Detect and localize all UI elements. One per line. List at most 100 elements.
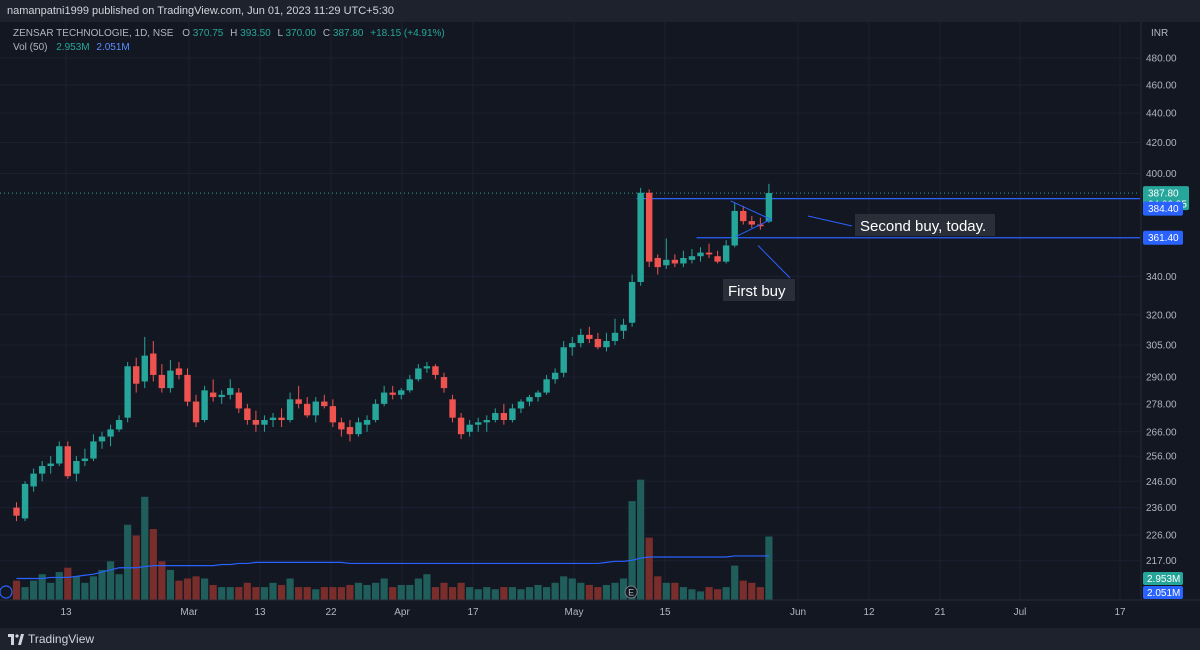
candle-body — [372, 403, 379, 421]
price-axis[interactable]: INR 480.00 460.00 440.00 420.00 400.00 340.00 3… — [1140, 22, 1200, 600]
volume-bar — [320, 587, 328, 600]
volume-bar — [679, 587, 687, 600]
drawings[interactable]: E — [0, 200, 853, 599]
volume-bar — [363, 584, 371, 600]
candle-body — [295, 399, 302, 404]
line-price-value: 384.40 — [1148, 204, 1179, 215]
chart-area[interactable]: E Second buy, today. First buy ZENSAR TE… — [0, 22, 1200, 628]
volume-bar — [38, 574, 46, 600]
volume-ma-badge — [1143, 586, 1183, 599]
legend-high-value: 393.50 — [240, 28, 271, 39]
annotation-first-buy[interactable]: First buy — [723, 279, 795, 301]
price-tick-label: 278.00 — [1146, 399, 1177, 410]
candle-body — [740, 210, 747, 222]
legend-low-key: L — [278, 28, 284, 39]
candle-body — [201, 390, 208, 421]
volume-bar — [637, 479, 645, 600]
candle-body — [526, 397, 533, 402]
flag-pattern[interactable] — [730, 200, 773, 238]
candle-body — [167, 370, 174, 389]
candle-body — [38, 466, 46, 474]
volume-bar — [226, 587, 234, 600]
legend: ZENSAR TECHNOLOGIE, 1D, NSE O 370.75 H 3… — [13, 28, 445, 53]
volume-bar — [192, 576, 200, 600]
tradingview-brand[interactable]: TradingView — [8, 631, 94, 647]
price-tick-label: 266.00 — [1146, 427, 1177, 438]
candle-body — [671, 259, 679, 264]
price-tick-label: 420.00 — [1146, 138, 1177, 149]
candle-body — [705, 252, 713, 255]
volume-bar — [106, 561, 115, 600]
volume-bar — [55, 572, 63, 600]
candlestick-chart[interactable]: E Second buy, today. First buy ZENSAR TE… — [0, 22, 1200, 628]
candle-body — [500, 413, 508, 421]
horizontal-lines[interactable] — [0, 192, 1140, 239]
line-price-value: 361.40 — [1148, 233, 1179, 244]
volume-bar — [260, 587, 269, 600]
volume-bar — [705, 587, 713, 600]
volume-bar — [457, 582, 465, 600]
time-tick-label: 21 — [934, 607, 946, 618]
volume-bar — [72, 576, 80, 600]
annotations[interactable]: Second buy, today. First buy — [723, 214, 995, 301]
candle-body — [98, 436, 106, 442]
price-tick-label: 256.00 — [1146, 452, 1177, 463]
annotation-first-buy-bg — [723, 279, 795, 301]
volume-bar — [158, 561, 166, 600]
volume-bar — [748, 582, 756, 600]
price-tick-label: 290.00 — [1146, 373, 1177, 384]
price-tick-label: 217.00 — [1146, 556, 1177, 567]
candle-body — [346, 427, 354, 435]
volume-bar — [551, 582, 559, 600]
price-tick-label: 246.00 — [1146, 477, 1177, 488]
volume-bar — [714, 589, 722, 600]
candle-body — [440, 377, 448, 389]
volume-bar — [115, 574, 123, 600]
scroll-marker-icon[interactable] — [0, 585, 13, 599]
price-tick-label: 480.00 — [1146, 54, 1177, 65]
volume-bar — [731, 565, 739, 600]
candle-body — [158, 374, 166, 389]
earnings-marker-icon[interactable] — [624, 585, 638, 599]
candle-body — [748, 221, 755, 225]
volume-bar — [611, 582, 619, 600]
candle-body — [423, 366, 431, 369]
candle-body — [363, 420, 371, 425]
candle-body — [124, 366, 131, 418]
annotation-first-buy-text: First buy — [728, 283, 786, 300]
time-axis[interactable]: 13 Mar 13 22 Apr 17 May 15 Jun 12 21 Jul 17 — [0, 599, 1200, 618]
volume-ma — [16, 555, 769, 580]
candle-body — [611, 332, 619, 342]
volume-bar — [414, 578, 422, 600]
volume-bar — [491, 589, 499, 600]
candle-body — [30, 473, 37, 487]
volume-bar — [183, 578, 192, 600]
candle-body — [586, 334, 593, 339]
legend-line: ZENSAR TECHNOLOGIE, 1D, NSE O 370.75 H 3… — [13, 28, 445, 39]
candle-body — [551, 372, 559, 380]
candle-body — [457, 417, 465, 435]
price-tick-label: 440.00 — [1146, 109, 1177, 120]
candle-body — [389, 392, 396, 395]
price-tick-label: 460.00 — [1146, 80, 1177, 91]
volume-bar — [329, 587, 337, 600]
candle-body — [244, 408, 251, 421]
annotation-second-buy[interactable]: Second buy, today. — [855, 214, 995, 236]
volume-bars — [0, 479, 1140, 601]
candle-body — [577, 334, 584, 344]
volume-bar — [89, 576, 98, 600]
candle-body — [21, 483, 29, 519]
brand-text: TradingView — [28, 632, 95, 646]
candle-body — [654, 258, 661, 268]
volume-bar — [585, 584, 593, 600]
volume-bar — [372, 582, 380, 600]
volume-bar — [141, 496, 149, 600]
legend-volume-ma: 2.051M — [96, 42, 129, 53]
candle-body — [184, 374, 191, 402]
volume-bar — [739, 580, 747, 600]
time-tick-label: 12 — [863, 607, 875, 618]
candle-body — [603, 341, 610, 348]
published-bar: namanpatni1999 published on TradingView.… — [0, 0, 1200, 22]
volume-bar — [543, 587, 551, 600]
